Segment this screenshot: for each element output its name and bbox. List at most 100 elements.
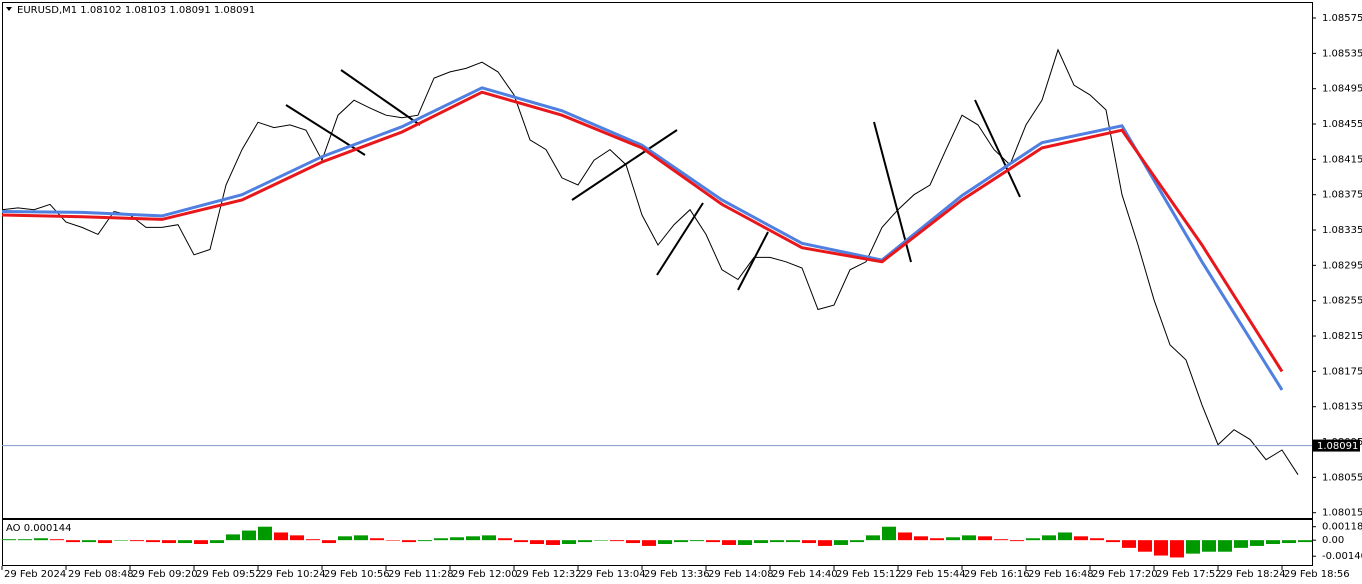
ao-bar [578,540,592,543]
ao-bar [866,535,880,541]
x-tick-label: 29 Feb 13:04 [580,569,646,580]
ao-bar [354,535,368,541]
ao-bar [1058,532,1072,541]
trend-line [571,129,678,201]
ao-bar [1202,540,1216,552]
x-tick-label: 29 Feb 14:08 [708,569,774,580]
ao-bar [754,540,768,544]
ao-bar [1026,538,1040,541]
ao-bar [290,535,304,541]
chart-title: EURUSD,M1 1.08102 1.08103 1.08091 1.0809… [17,5,255,16]
x-tick-label: 29 Feb 13:36 [644,569,710,580]
x-tick-label: 29 Feb 17:52 [1156,569,1222,580]
ao-bar [1266,540,1280,545]
ao-bar [338,536,352,541]
ao-bar [34,538,48,541]
ao-bar [114,540,128,541]
ao-bar [1010,540,1024,542]
y-tick-label: 1.08255 [1322,296,1362,307]
x-tick-label: 29 Feb 18:24 [1220,569,1286,580]
ao-bar [626,540,640,544]
y-tick-label: 1.08055 [1322,472,1362,483]
ao-bar [130,540,144,542]
y-tick-label: 0.00 [1322,535,1344,546]
ao-bar [1298,540,1312,543]
trend-line [340,69,421,126]
ao-bar [514,540,528,543]
ao-bar [306,539,320,541]
ao-bar [18,539,32,541]
ao-bar [642,540,656,546]
ao-bar [594,540,608,541]
ao-bar [1250,540,1264,546]
ao-bar [370,538,384,541]
ao-bar [226,534,240,541]
ao-bar [66,540,80,543]
ao-bar [722,540,736,545]
ao-bar [1122,540,1136,548]
x-tick-label: 29 Feb 16:16 [964,569,1030,580]
ao-bar [146,540,160,543]
ao-bar [162,540,176,544]
ao-bar [1186,540,1200,554]
ao-bar [274,532,288,541]
ao-bar [98,540,112,544]
ao-bar [210,540,224,544]
x-tick-label: 29 Feb 09:52 [196,569,262,580]
x-tick-label: 29 Feb 12:00 [452,569,518,580]
ao-bar [546,540,560,545]
y-tick-label: -0.001408 [1322,551,1362,562]
ao-bar [882,526,896,541]
symbol-menu-icon[interactable] [6,7,12,11]
y-tick-label: 1.08015 [1322,508,1362,519]
y-tick-label: 1.08335 [1322,225,1362,236]
ao-bar [1234,540,1248,548]
ao-bar [466,536,480,541]
y-tick-label: 1.08415 [1322,154,1362,165]
y-tick-label: 0.001182 [1322,522,1362,533]
ao-bar [386,540,400,541]
x-tick-label: 29 Feb 15:44 [900,569,966,580]
ao-bar [178,540,192,544]
ao-bar [242,530,256,541]
x-tick-label: 29 Feb 17:20 [1092,569,1158,580]
ao-bar [802,540,816,544]
ao-bar [898,532,912,541]
x-tick-label: 29 Feb 10:24 [260,569,326,580]
ao-bar [818,540,832,546]
trend-line [974,99,1021,198]
ao-bar [1170,540,1184,558]
ao-bar [930,538,944,541]
y-tick-label: 1.08215 [1322,331,1362,342]
ao-bar [2,539,16,541]
x-tick-label: 29 Feb 08:48 [68,569,134,580]
x-tick-label: 29 Feb 10:56 [324,569,390,580]
y-tick-label: 1.08575 [1322,13,1362,24]
price-line [1,86,1284,391]
ao-bar [1282,540,1296,544]
ao-bar [402,540,416,543]
x-tick-label: 29 Feb 14:40 [772,569,838,580]
ao-bar [82,540,96,543]
ao-bar [786,540,800,543]
ao-bar [770,540,784,543]
ao-bar [1138,540,1152,552]
ao-bar [978,536,992,541]
ao-bar [946,537,960,541]
ao-bar [994,539,1008,541]
ao-bar [530,540,544,545]
ao-bar [1218,540,1232,552]
ao-bar [738,540,752,545]
trend-line [656,202,704,276]
ao-bar [450,537,464,541]
x-tick-label: 29 Feb 2024 [4,569,66,580]
ao-bar [1090,538,1104,541]
ao-bar [418,540,432,542]
x-tick-label: 29 Feb 11:28 [388,569,454,580]
x-tick-label: 29 Feb 12:32 [516,569,582,580]
ao-bar [658,540,672,545]
ao-bar [50,539,64,541]
x-tick-label: 29 Feb 18:56 [1284,569,1350,580]
